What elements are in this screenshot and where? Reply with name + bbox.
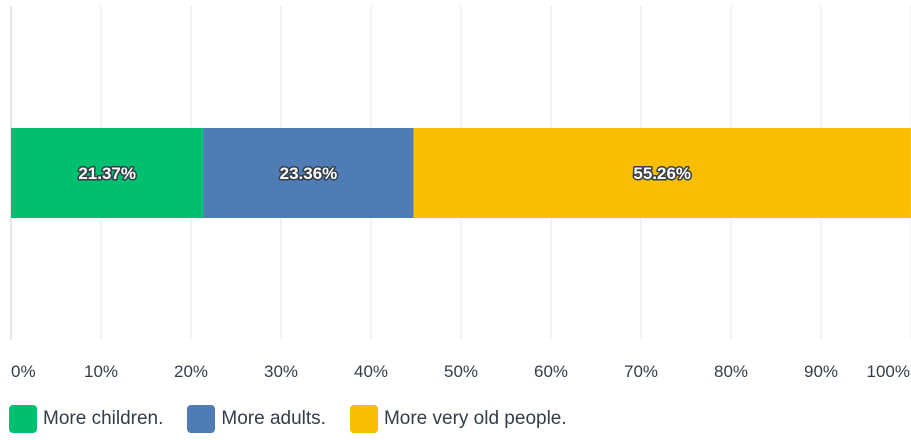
x-tick-label: 50% (444, 362, 478, 381)
x-tick-label: 70% (624, 362, 658, 381)
bar-segment (203, 128, 414, 218)
legend-item-more-children: More children. (9, 405, 163, 433)
legend-item-more-very-old-people: More very old people. (349, 405, 567, 433)
legend-label-more-adults: More adults. (221, 408, 326, 429)
bar-segment (11, 128, 204, 218)
x-tick-label: 100% (867, 362, 910, 381)
stacked-bar-chart: 0% 10% 20% 30% 40% 50% 60% 70% 80% 90% 100% 21.37% 2… (10, 6, 911, 381)
x-tick-label: 90% (804, 362, 838, 381)
bar-segment (413, 128, 911, 218)
data-label: 21.37% (78, 164, 136, 183)
x-tick-label: 60% (534, 362, 568, 381)
legend-label-more-children: More children. (43, 408, 164, 429)
chart-legend: More children. More adults. More very ol… (9, 405, 591, 433)
x-tick-label: 20% (174, 362, 208, 381)
legend-swatch-more-children (9, 405, 37, 433)
data-label: 23.36% (280, 164, 338, 183)
data-label: 55.26% (633, 164, 691, 183)
x-tick-label: 30% (264, 362, 298, 381)
x-tick-label: 10% (84, 362, 118, 381)
x-tick-label: 0% (11, 362, 36, 381)
legend-swatch-more-very-old-people (349, 405, 378, 433)
legend-item-more-adults: More adults. (187, 405, 326, 433)
x-tick-label: 40% (354, 362, 388, 381)
legend-label-more-very-old-people: More very old people. (383, 408, 567, 429)
legend-swatch-more-adults (187, 405, 216, 433)
x-tick-label: 80% (714, 362, 748, 381)
